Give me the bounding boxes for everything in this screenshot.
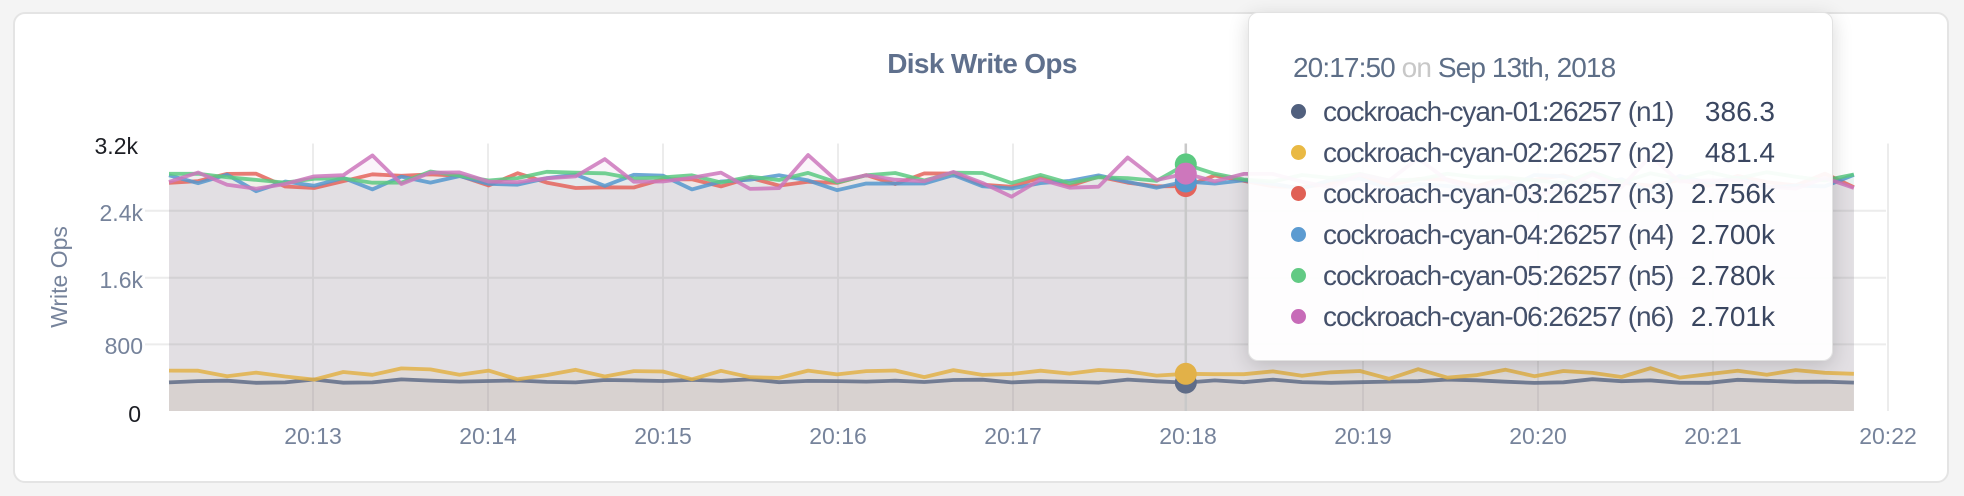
svg-text:20:16: 20:16 (809, 423, 867, 449)
svg-text:2.4k: 2.4k (100, 200, 144, 226)
svg-text:20:14: 20:14 (459, 423, 517, 449)
svg-text:20:17: 20:17 (984, 423, 1042, 449)
svg-text:20:22: 20:22 (1859, 423, 1917, 449)
svg-text:0: 0 (128, 401, 141, 427)
svg-text:20:18: 20:18 (1159, 423, 1217, 449)
svg-text:3.2k: 3.2k (95, 133, 139, 159)
svg-text:20:21: 20:21 (1684, 423, 1742, 449)
svg-text:20:15: 20:15 (634, 423, 692, 449)
svg-text:800: 800 (105, 333, 143, 359)
svg-text:20:13: 20:13 (284, 423, 342, 449)
svg-text:20:20: 20:20 (1509, 423, 1567, 449)
svg-text:1.6k: 1.6k (100, 267, 144, 293)
svg-text:Write Ops: Write Ops (46, 226, 72, 328)
svg-text:20:19: 20:19 (1334, 423, 1392, 449)
